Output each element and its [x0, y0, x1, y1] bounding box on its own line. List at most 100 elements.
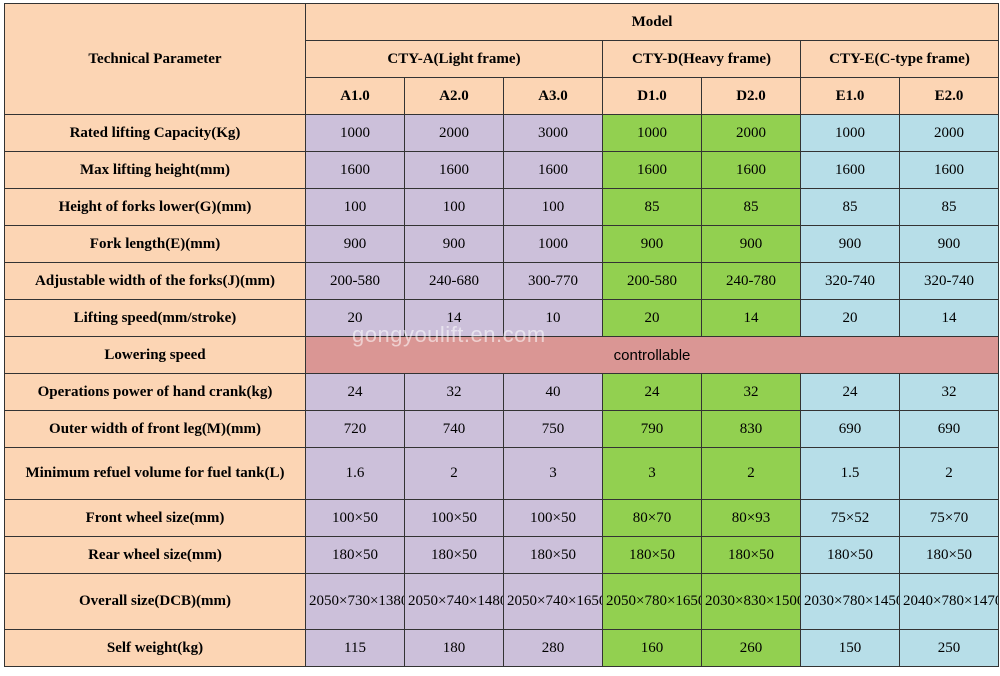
value-cell-d2: 85	[701, 188, 801, 226]
value-cell-a3: 1600	[503, 151, 603, 189]
value-cell-a1: 100×50	[305, 499, 405, 537]
value-cell-a2: 2050×740×1480	[404, 573, 504, 630]
value-cell-a1: 900	[305, 225, 405, 263]
value-cell-a3: 100×50	[503, 499, 603, 537]
parameter-label: Outer width of front leg(M)(mm)	[4, 410, 306, 448]
value-cell-a1: 24	[305, 373, 405, 411]
value-cell-a2: 2	[404, 447, 504, 500]
value-cell-d2: 2	[701, 447, 801, 500]
value-cell-a3: 750	[503, 410, 603, 448]
value-cell-e2: 2	[898, 447, 1000, 500]
value-cell-a2: 180×50	[404, 536, 504, 574]
group-header-cty-a: CTY-A(Light frame)	[305, 40, 603, 78]
value-cell-d1: 160	[602, 629, 702, 667]
value-cell-a3: 40	[503, 373, 603, 411]
value-cell-d1: 790	[602, 410, 702, 448]
value-cell-a1: 20	[305, 299, 405, 337]
parameter-label: Rated lifting Capacity(Kg)	[4, 114, 306, 152]
value-cell-e1: 900	[800, 225, 900, 263]
value-cell-a2: 900	[404, 225, 504, 263]
value-cell-a3: 180×50	[503, 536, 603, 574]
value-cell-e2: 180×50	[898, 536, 1000, 574]
value-cell-e2: 2000	[898, 114, 1000, 152]
value-cell-a2: 14	[404, 299, 504, 337]
table-row: Rear wheel size(mm) 180×50 180×50 180×50 180…	[4, 536, 1000, 574]
value-cell-a2: 100×50	[404, 499, 504, 537]
value-cell-e1: 320-740	[800, 262, 900, 300]
value-cell-e2: 85	[898, 188, 1000, 226]
parameter-label: Rear wheel size(mm)	[4, 536, 306, 574]
group-header-cty-d: CTY-D(Heavy frame)	[602, 40, 801, 78]
value-cell-e2: 14	[898, 299, 1000, 337]
table-row: Outer width of front leg(M)(mm) 720 740 750…	[4, 410, 1000, 448]
value-cell-a2: 240-680	[404, 262, 504, 300]
model-header-a1: A1.0	[305, 77, 405, 115]
value-cell-d2: 2030×830×1500	[701, 573, 801, 630]
value-cell-a3: 2050×740×1650	[503, 573, 603, 630]
table-row: Overall size(DCB)(mm) 2050×730×1380 2050×7…	[4, 573, 1000, 630]
parameter-label: Self weight(kg)	[4, 629, 306, 667]
value-cell-e1: 1600	[800, 151, 900, 189]
value-cell-d1: 24	[602, 373, 702, 411]
value-cell-d1: 900	[602, 225, 702, 263]
value-cell-a2: 32	[404, 373, 504, 411]
model-header: Model	[304, 3, 1000, 41]
value-cell-a2: 100	[404, 188, 504, 226]
value-cell-e1: 85	[800, 188, 900, 226]
parameter-label: Operations power of hand crank(kg)	[4, 373, 306, 411]
value-cell-a2: 740	[404, 410, 504, 448]
value-cell-d2: 180×50	[701, 536, 801, 574]
value-cell-d2: 1600	[701, 151, 801, 189]
value-cell-d1: 85	[602, 188, 702, 226]
model-header-d1: D1.0	[602, 77, 702, 115]
parameter-label: Overall size(DCB)(mm)	[4, 573, 306, 630]
parameter-label: Height of forks lower(G)(mm)	[4, 188, 306, 226]
value-cell-a3: 3000	[503, 114, 603, 152]
value-cell-d2: 2000	[701, 114, 801, 152]
spec-table: Technical Parameter Model CTY-A(Light fr…	[4, 3, 1000, 667]
group-header-cty-e: CTY-E(C-type frame)	[799, 40, 1000, 78]
value-cell-a2: 2000	[404, 114, 504, 152]
model-header-d2: D2.0	[701, 77, 801, 115]
value-cell-e2: 75×70	[898, 499, 1000, 537]
value-cell-d2: 80×93	[701, 499, 801, 537]
value-cell-a3: 300-770	[503, 262, 603, 300]
technical-parameter-header: Technical Parameter	[4, 3, 306, 115]
value-cell-d2: 900	[701, 225, 801, 263]
value-cell-e1: 180×50	[800, 536, 900, 574]
parameter-label: Fork length(E)(mm)	[4, 225, 306, 263]
model-header-e1: E1.0	[800, 77, 900, 115]
value-cell-e2: 320-740	[898, 262, 1000, 300]
value-cell-d1: 200-580	[602, 262, 702, 300]
value-cell-e1: 150	[800, 629, 900, 667]
value-cell-e1: 1000	[800, 114, 900, 152]
value-cell-e2: 900	[898, 225, 1000, 263]
value-cell-d2: 260	[701, 629, 801, 667]
parameter-label: Adjustable width of the forks(J)(mm)	[4, 262, 306, 300]
value-cell-a2: 180	[404, 629, 504, 667]
value-cell-e1: 1.5	[800, 447, 900, 500]
value-cell-e1: 2030×780×1450	[800, 573, 900, 630]
value-cell-a3: 10	[503, 299, 603, 337]
value-cell-e2: 2040×780×1470	[898, 573, 1000, 630]
value-cell-e2: 250	[898, 629, 1000, 667]
parameter-label: Front wheel size(mm)	[4, 499, 306, 537]
value-cell-d1: 1000	[602, 114, 702, 152]
value-cell-d1: 180×50	[602, 536, 702, 574]
table-row: Fork length(E)(mm) 900 900 1000 900 900 900 900	[4, 225, 1000, 263]
table-row: Lifting speed(mm/stroke) 20 14 10 20 14 20 14	[4, 299, 1000, 337]
value-cell-a1: 1600	[305, 151, 405, 189]
value-cell-e1: 690	[800, 410, 900, 448]
value-cell-e1: 20	[800, 299, 900, 337]
value-cell-a1: 1.6	[305, 447, 405, 500]
value-cell-e2: 690	[898, 410, 1000, 448]
parameter-label: Lowering speed	[4, 336, 306, 374]
value-cell-d1: 20	[602, 299, 702, 337]
value-cell-a1: 180×50	[305, 536, 405, 574]
table-row: Front wheel size(mm) 100×50 100×50 100×50 80…	[4, 499, 1000, 537]
value-cell-a2: 1600	[404, 151, 504, 189]
value-cell-d2: 830	[701, 410, 801, 448]
value-cell-d1: 3	[602, 447, 702, 500]
model-header-a2: A2.0	[404, 77, 504, 115]
value-cell-d2: 14	[701, 299, 801, 337]
